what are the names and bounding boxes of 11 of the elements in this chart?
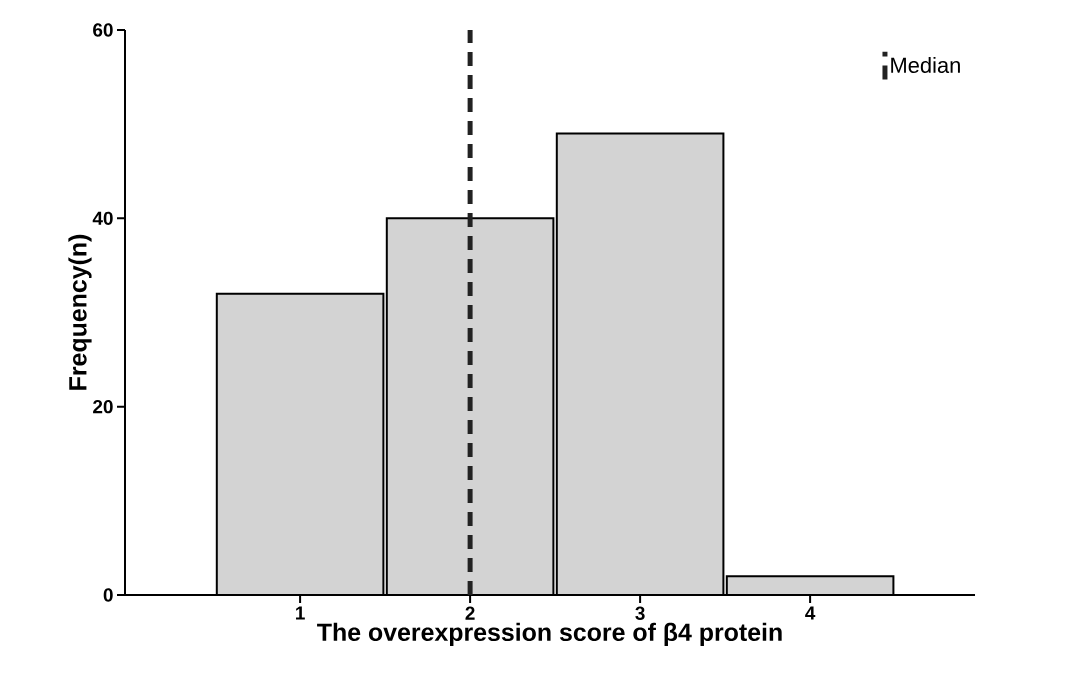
- x-tick-label: 3: [635, 606, 645, 620]
- y-tick-label: 40: [92, 211, 113, 226]
- y-tick-label: 60: [93, 23, 113, 37]
- x-tick-label: 4: [805, 606, 816, 620]
- x-axis-title: The overexpression score of β4 protein: [317, 622, 782, 647]
- ref-line-label: Median: [891, 56, 960, 73]
- y-tick-label: 0: [103, 588, 113, 602]
- x-tick-label: 2: [465, 606, 475, 620]
- y-axis-title: Frequency(n): [68, 234, 92, 390]
- x-tick-label: 1: [296, 606, 305, 620]
- y-tick-label: 20: [93, 399, 113, 414]
